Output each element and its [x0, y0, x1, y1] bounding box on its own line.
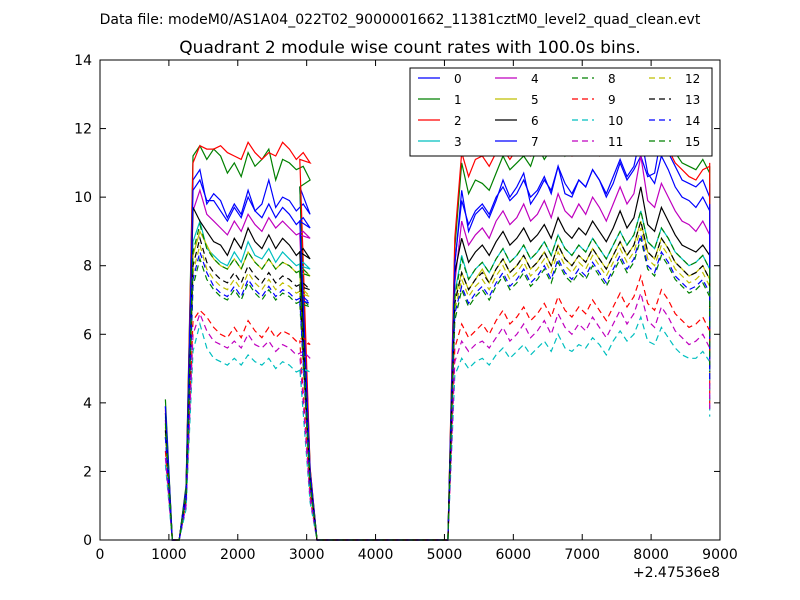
y-tick-label: 14: [74, 53, 92, 69]
x-tick-label: 1000: [151, 547, 187, 563]
x-tick-label: 2000: [220, 547, 256, 563]
legend-label: 9: [608, 93, 616, 107]
legend-label: 2: [454, 114, 462, 128]
series-line-13: [164, 220, 711, 541]
legend-label: 3: [454, 135, 462, 149]
series-line-1: [164, 100, 711, 541]
x-tick-label: 4000: [358, 547, 394, 563]
x-tick-label: 3000: [289, 547, 325, 563]
series-line-2: [164, 114, 711, 541]
chart-title: Quadrant 2 module wise count rates with …: [179, 38, 640, 58]
plot-series-group: [164, 100, 711, 541]
series-line-15: [164, 210, 711, 541]
figure-suptitle: Data file: modeM0/AS1A04_022T02_90000016…: [100, 12, 701, 28]
series-line-0: [164, 133, 711, 541]
y-tick-label: 0: [83, 533, 92, 549]
x-tick-label: 6000: [496, 547, 532, 563]
series-line-8: [164, 238, 711, 541]
series-line-3: [164, 210, 711, 541]
legend-label: 1: [454, 93, 462, 107]
x-tick-label: 0: [96, 547, 105, 563]
legend-label: 10: [608, 114, 623, 128]
legend-label: 0: [454, 72, 462, 86]
legend-label: 8: [608, 72, 616, 86]
legend-label: 14: [685, 114, 700, 128]
y-tick-label: 2: [83, 464, 92, 480]
y-tick-label: 8: [83, 259, 92, 275]
y-tick-label: 6: [83, 327, 92, 343]
axes-frame: [99, 59, 721, 541]
legend-label: 6: [531, 114, 539, 128]
x-tick-label: 5000: [427, 547, 463, 563]
series-line-10: [164, 315, 711, 541]
legend-label: 13: [685, 93, 700, 107]
x-axis-ticks: 0 1000 2000 3000 4000 5000 6000 7000 8000 9000: [96, 60, 738, 563]
legend-label: 7: [531, 135, 539, 149]
legend-label: 15: [685, 135, 700, 149]
x-tick-label: 8000: [633, 547, 669, 563]
series-line-7: [164, 135, 711, 541]
legend-label: 5: [531, 93, 539, 107]
series-line-11: [164, 290, 711, 541]
x-axis-offset-label: +2.47536e8: [633, 565, 720, 581]
y-tick-label: 10: [74, 190, 92, 206]
legend-label: 12: [685, 72, 700, 86]
x-tick-label: 9000: [702, 547, 738, 563]
y-tick-label: 12: [74, 122, 92, 138]
series-line-6: [164, 186, 711, 541]
series-line-4: [164, 155, 711, 541]
legend-label: 11: [608, 135, 623, 149]
x-tick-label: 7000: [564, 547, 600, 563]
legend-label: 4: [531, 72, 539, 86]
y-tick-label: 4: [83, 396, 92, 412]
series-line-9: [164, 273, 711, 541]
series-line-12: [164, 227, 711, 541]
series-line-14: [164, 234, 711, 541]
